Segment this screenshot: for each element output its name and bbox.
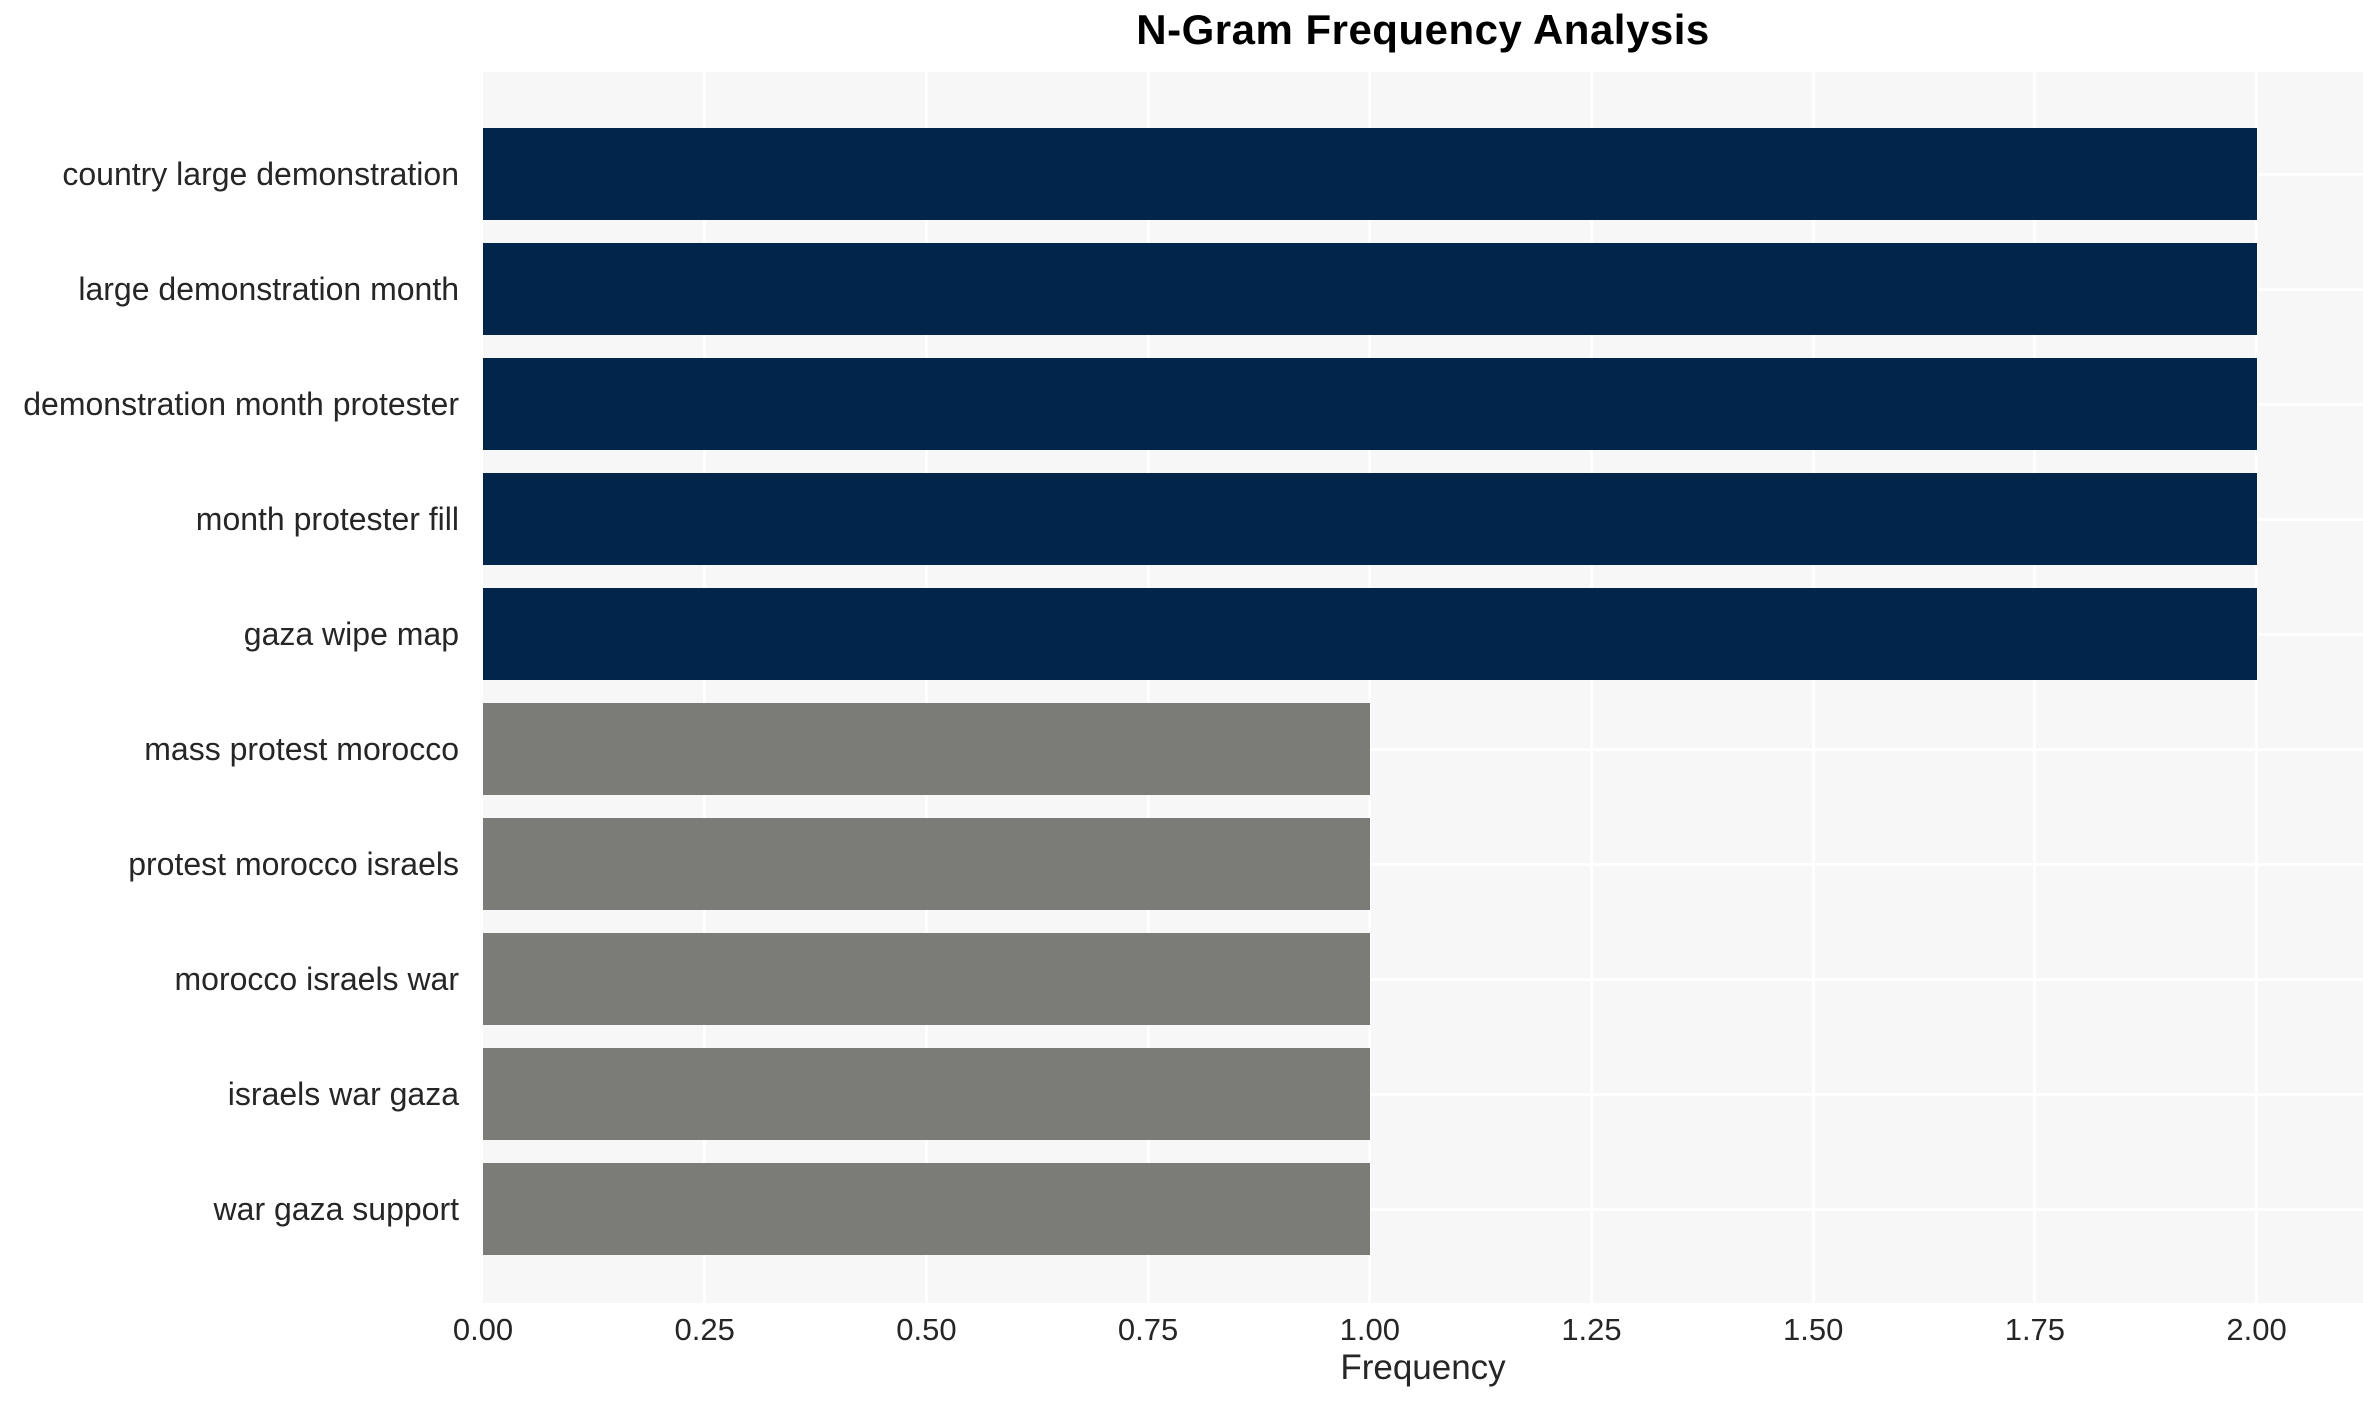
bar-protest-morocco-israels [483, 818, 1370, 910]
y-tick-label: gaza wipe map [243, 616, 459, 652]
y-tick-label: large demonstration month [78, 271, 459, 307]
bar-mass-protest-morocco [483, 703, 1370, 795]
x-tick-label: 0.75 [1117, 1312, 1179, 1347]
x-gridline [1589, 72, 1593, 1303]
x-gridline [924, 72, 928, 1303]
y-gridline [483, 977, 2363, 981]
y-tick-label: country large demonstration [62, 156, 459, 192]
x-gridline [2255, 72, 2259, 1303]
y-tick-label: israels war gaza [227, 1076, 459, 1112]
bar-large-demonstration-month [483, 243, 2257, 335]
y-tick-label: mass protest morocco [144, 731, 459, 767]
bar-month-protester-fill [483, 473, 2257, 565]
y-tick-label: war gaza support [213, 1191, 459, 1227]
y-tick-label: demonstration month protester [23, 386, 459, 422]
x-gridline [1146, 72, 1150, 1303]
x-tick-label: 0.50 [896, 1312, 957, 1347]
bar-morocco-israels-war [483, 933, 1370, 1025]
x-tick-label: 0.25 [674, 1312, 735, 1347]
y-tick-label: morocco israels war [174, 961, 459, 997]
bar-demonstration-month-protester [483, 358, 2257, 450]
bar-country-large-demonstration [483, 128, 2257, 220]
y-gridline [483, 1092, 2363, 1096]
y-gridline [483, 862, 2363, 866]
x-gridline [1811, 72, 1815, 1303]
x-tick-label: 1.25 [1561, 1312, 1622, 1347]
x-gridline [2033, 72, 2037, 1303]
y-tick-label: protest morocco israels [128, 846, 459, 882]
x-gridline [1368, 72, 1372, 1303]
plot-area [483, 72, 2363, 1303]
x-tick-label: 2.00 [2226, 1312, 2287, 1347]
x-tick-label: 1.00 [1339, 1312, 1400, 1347]
y-tick-label: month protester fill [195, 501, 459, 537]
bar-war-gaza-support [483, 1163, 1370, 1255]
chart-title: N-Gram Frequency Analysis [1136, 6, 1710, 53]
bar-israels-war-gaza [483, 1048, 1370, 1140]
x-gridline [703, 72, 707, 1303]
x-tick-label: 0.00 [452, 1312, 514, 1347]
bar-gaza-wipe-map [483, 588, 2257, 680]
x-tick-label: 1.50 [1783, 1312, 1844, 1347]
y-gridline [483, 1207, 2363, 1211]
x-axis-title: Frequency [1340, 1348, 1506, 1387]
x-tick-label: 1.75 [2004, 1312, 2066, 1347]
y-gridline [483, 747, 2363, 751]
